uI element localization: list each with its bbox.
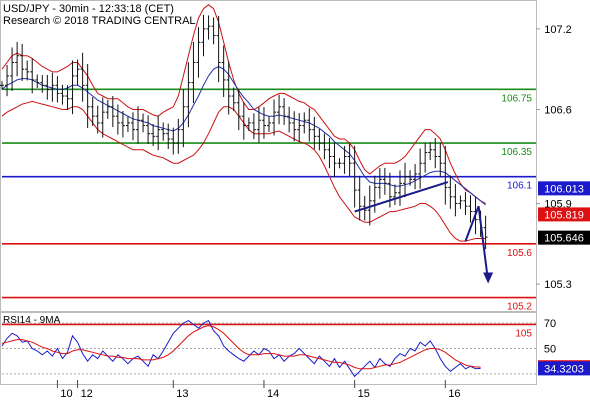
x-tick-label-5: 16 [448,388,460,400]
level-label-4: 105.2 [507,302,532,313]
rsi-tag-1-box [538,361,590,376]
level-label-2: 106.1 [507,181,532,192]
chart-title: USD/JPY - 30min - 12:33:18 (CET) [3,3,174,15]
level-label-0: 106.75 [501,93,532,104]
y-tick-label-0: 107.2 [544,24,572,36]
price-tag-0-label: 106.013 [544,183,584,195]
price-tag-1-box [538,207,590,222]
price-tag-2-box [538,230,590,245]
rsi-panel-frame [0,312,537,385]
drawings [354,181,494,284]
level-label-3: 105.6 [507,248,532,259]
x-tick-label-3: 14 [267,388,279,400]
trendline [354,181,449,213]
projection-path [464,205,490,282]
x-tick-label-1: 12 [81,388,93,400]
x-tick-label-4: 15 [358,388,370,400]
y-tick-label-1: 106.6 [544,104,572,116]
price-tag-0-box [538,181,590,196]
price-tag-2-label: 105.646 [544,233,584,245]
level-label-5: 105 [515,328,532,339]
chart-subtitle: Research © 2018 TRADING CENTRAL [3,15,196,27]
price-bars [0,14,488,250]
projection-arrowhead [483,272,494,284]
price-tag-1-label: 105.819 [544,209,584,221]
rsi-title: RSI14 - 9MA [3,315,61,326]
rsi-series-line-1 [1,325,481,370]
rsi-tag-1-label: 34.3203 [544,363,584,375]
level-label-1: 106.35 [501,147,532,158]
rsi-y-tick-label-1: 50 [544,344,556,356]
x-tick-label-2: 13 [176,388,188,400]
level-lines: 106.75 106.35 106.1 105.6 105.2 105 [2,88,536,339]
rsi-series-line-0 [1,319,481,378]
y-tick-label-3: 105.3 [544,279,572,291]
x-tick-label-0: 10 [60,388,72,400]
main-panel-frame [0,0,537,312]
rsi-series [1,319,536,378]
rsi-y-tick-label-0: 70 [544,318,556,330]
